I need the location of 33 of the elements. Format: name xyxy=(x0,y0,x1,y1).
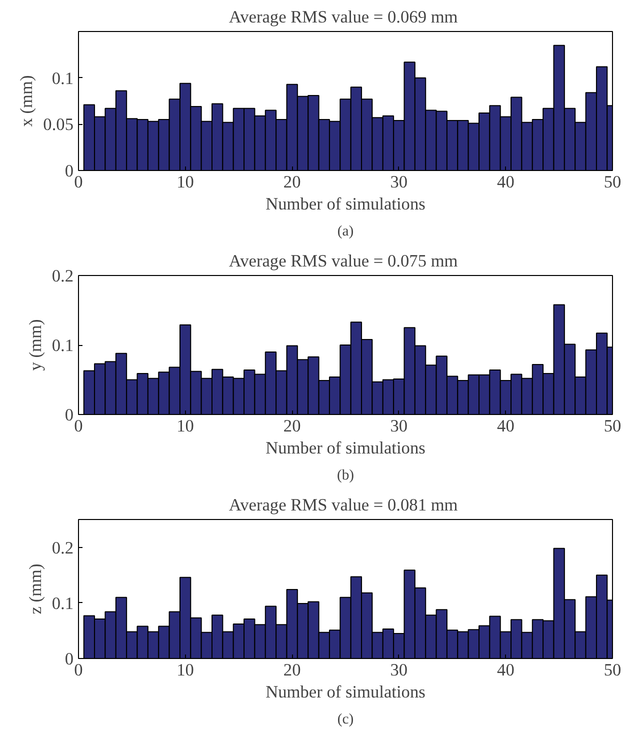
y-axis-title: x (mm) xyxy=(17,75,36,127)
y-tick-label: 0.05 xyxy=(43,115,74,134)
x-tick-label: 30 xyxy=(390,416,408,436)
x-tick-label: 50 xyxy=(604,416,622,436)
x-axis-title: Number of simulations xyxy=(266,682,426,702)
x-tick-label: 10 xyxy=(176,660,194,680)
x-tick-label: 50 xyxy=(604,172,622,192)
text: (c) xyxy=(337,712,354,728)
x-tick-label: 20 xyxy=(283,416,301,436)
x-tick-label: 40 xyxy=(497,660,514,680)
y-tick-label: 0.1 xyxy=(52,68,74,88)
x-tick-label: 50 xyxy=(604,660,622,680)
x-tick-label: 40 xyxy=(497,172,514,192)
chart-title: Average RMS value = 0.069 mm xyxy=(228,8,458,26)
x-tick-label: 10 xyxy=(176,416,194,436)
x-tick-label: 40 xyxy=(497,416,514,436)
chart-title: Average RMS value = 0.081 mm xyxy=(228,496,458,514)
text: (b) xyxy=(336,468,354,484)
y-axis-title: y (mm) xyxy=(26,319,45,371)
x-axis-title: Number of simulations xyxy=(266,194,426,214)
y-axis-title: z (mm) xyxy=(26,564,45,614)
y-tick-label: 0.1 xyxy=(52,336,74,355)
x-tick-label: 30 xyxy=(390,172,408,192)
y-tick-label: 0.2 xyxy=(52,538,74,558)
x-tick-label: 20 xyxy=(283,660,301,680)
x-tick-label: 30 xyxy=(390,660,408,680)
y-tick-label: 0.2 xyxy=(52,266,74,286)
text: (a) xyxy=(337,224,354,240)
x-tick-label: 20 xyxy=(283,172,301,192)
chart-title: Average RMS value = 0.075 mm xyxy=(228,252,458,270)
x-tick-label: 10 xyxy=(176,172,194,192)
y-tick-label: 0.1 xyxy=(52,594,74,613)
x-axis-title: Number of simulations xyxy=(266,438,426,458)
